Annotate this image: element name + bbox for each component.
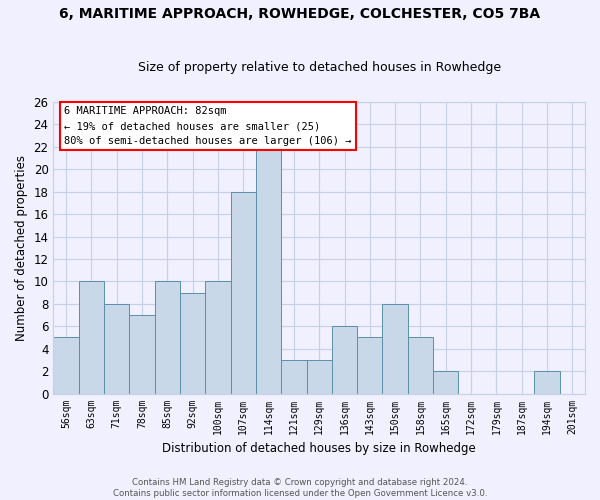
- Bar: [205, 282, 230, 394]
- Bar: [535, 371, 560, 394]
- Bar: [130, 315, 155, 394]
- X-axis label: Distribution of detached houses by size in Rowhedge: Distribution of detached houses by size …: [163, 442, 476, 455]
- Bar: [230, 192, 256, 394]
- Bar: [104, 304, 130, 394]
- Bar: [180, 292, 205, 394]
- Bar: [79, 282, 104, 394]
- Text: 6 MARITIME APPROACH: 82sqm
← 19% of detached houses are smaller (25)
80% of semi: 6 MARITIME APPROACH: 82sqm ← 19% of deta…: [64, 106, 352, 146]
- Bar: [382, 304, 408, 394]
- Text: 6, MARITIME APPROACH, ROWHEDGE, COLCHESTER, CO5 7BA: 6, MARITIME APPROACH, ROWHEDGE, COLCHEST…: [59, 8, 541, 22]
- Bar: [433, 371, 458, 394]
- Bar: [307, 360, 332, 394]
- Bar: [155, 282, 180, 394]
- Bar: [256, 147, 281, 394]
- Text: Contains HM Land Registry data © Crown copyright and database right 2024.
Contai: Contains HM Land Registry data © Crown c…: [113, 478, 487, 498]
- Y-axis label: Number of detached properties: Number of detached properties: [15, 155, 28, 341]
- Bar: [53, 338, 79, 394]
- Bar: [357, 338, 382, 394]
- Bar: [408, 338, 433, 394]
- Bar: [281, 360, 307, 394]
- Title: Size of property relative to detached houses in Rowhedge: Size of property relative to detached ho…: [137, 62, 501, 74]
- Bar: [332, 326, 357, 394]
